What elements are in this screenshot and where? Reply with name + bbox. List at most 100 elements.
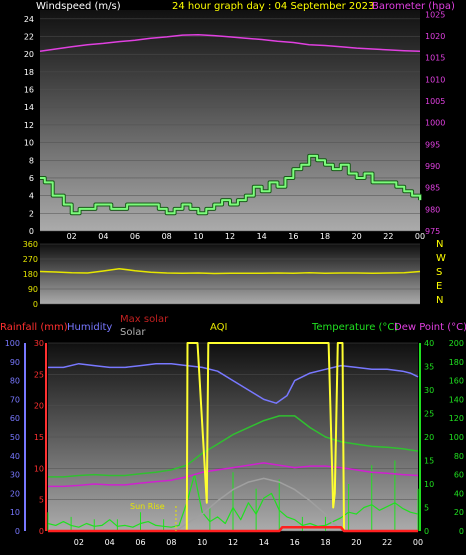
x-tick-label: 20	[351, 538, 361, 547]
direction-tick-label: 180	[23, 270, 38, 279]
direction-tick-label: 360	[23, 240, 38, 249]
wind-tick-label: 8	[29, 156, 34, 165]
rainfall-tick-label: 20	[34, 402, 44, 411]
humidity-tick-label: 30	[10, 471, 20, 480]
legend-temperature: Temperature (°C)	[311, 322, 398, 333]
temperature-tick-label: 40	[424, 339, 434, 348]
sun-rise-annotation: Sun Rise	[130, 502, 165, 511]
barometer-tick-label: 990	[425, 162, 440, 171]
wind-tick-label: 14	[24, 103, 34, 112]
x-tick-label: 18	[320, 538, 330, 547]
humidity-tick-label: 90	[10, 358, 20, 367]
x-tick-label: 08	[166, 538, 176, 547]
barometer-tick-label: 1010	[425, 75, 445, 84]
barometer-tick-label: 1000	[425, 119, 445, 128]
barometer-tick-label: 985	[425, 184, 440, 193]
humidity-tick-label: 50	[10, 433, 20, 442]
legend-humidity: Humidity	[67, 322, 112, 333]
x-tick-label: 06	[135, 538, 145, 547]
barometer-tick-label: 980	[425, 205, 440, 214]
chart-title: 24 hour graph day : 04 September 2023	[172, 1, 374, 12]
humidity-tick-label: 80	[10, 377, 20, 386]
x-tick-label: 12	[225, 232, 235, 241]
wind-direction-line	[39, 267, 421, 275]
wind-tick-label: 22	[24, 33, 34, 42]
compass-s-label: S	[436, 267, 442, 278]
barometer-axis-title: Barometer (hpa)	[372, 1, 455, 12]
compass-n-label: N	[436, 239, 443, 250]
x-tick-label: 18	[320, 232, 330, 241]
rainfall-tick-label: 0	[39, 527, 44, 536]
aqi-tick-label: 0	[459, 527, 464, 536]
humidity-tick-label: 20	[10, 489, 20, 498]
x-tick-label: 12	[228, 538, 238, 547]
max-solar-line	[175, 477, 345, 532]
humidity-line	[48, 362, 419, 404]
x-tick-label: 08	[162, 232, 172, 241]
aqi-tick-label: 40	[454, 489, 464, 498]
legend-aqi: AQI	[210, 322, 228, 333]
x-tick-label: 14	[257, 232, 267, 241]
barometer-tick-label: 1015	[425, 54, 445, 63]
x-tick-label: 02	[74, 538, 84, 547]
dew-point-line	[48, 462, 419, 488]
wind-panel	[40, 10, 420, 231]
x-tick-label: 00	[415, 232, 425, 241]
barometer-tick-label: 1005	[425, 97, 445, 106]
windspeed-axis-title: Windspeed (m/s)	[36, 1, 121, 12]
humidity-tick-label: 0	[15, 527, 20, 536]
x-tick-label: 10	[193, 232, 203, 241]
chart-marks: 0246810121416182022249759809859909951000…	[5, 10, 464, 547]
temperature-tick-label: 20	[424, 433, 434, 442]
barometer-tick-label: 1020	[425, 32, 445, 41]
rainfall-line	[48, 525, 418, 533]
wind-tick-label: 4	[29, 192, 34, 201]
temperature-line	[48, 415, 419, 478]
wind-tick-label: 0	[29, 227, 34, 236]
humidity-tick-label: 100	[5, 339, 20, 348]
wind-tick-label: 18	[24, 68, 34, 77]
temperature-tick-label: 35	[424, 363, 434, 372]
legend-rainfall: Rainfall (mm)	[0, 322, 68, 333]
x-tick-label: 02	[67, 232, 77, 241]
compass-e-label: E	[436, 281, 442, 292]
aqi-tick-label: 140	[449, 395, 464, 404]
x-tick-label: 06	[130, 232, 140, 241]
x-tick-label: 20	[352, 232, 362, 241]
solar-line	[48, 342, 418, 532]
x-tick-label: 00	[413, 538, 423, 547]
rainfall-tick-label: 30	[34, 339, 44, 348]
x-tick-label: 04	[98, 232, 108, 241]
temperature-tick-label: 5	[424, 504, 429, 513]
aqi-tick-label: 120	[449, 414, 464, 423]
barometer-line	[39, 33, 421, 52]
humidity-tick-label: 40	[10, 452, 20, 461]
x-tick-label: 22	[383, 232, 393, 241]
barometer-tick-label: 995	[425, 140, 440, 149]
wind-tick-label: 12	[24, 121, 34, 130]
aqi-tick-label: 60	[454, 471, 464, 480]
aqi-tick-label: 180	[449, 358, 464, 367]
legend-solar: Solar	[120, 327, 146, 338]
humidity-tick-label: 70	[10, 395, 20, 404]
x-tick-label: 22	[382, 538, 392, 547]
direction-tick-label: 0	[33, 300, 38, 309]
legend-max-solar: Max solar	[120, 314, 169, 325]
x-tick-label: 14	[259, 538, 269, 547]
temperature-tick-label: 0	[424, 527, 429, 536]
x-tick-label: 10	[197, 538, 207, 547]
barometer-tick-label: 975	[425, 227, 440, 236]
barometer-tick-label: 1025	[425, 10, 445, 19]
x-tick-label: 04	[105, 538, 115, 547]
x-tick-label: 16	[290, 538, 300, 547]
compass-n-label: N	[436, 295, 443, 306]
aqi-tick-label: 100	[449, 433, 464, 442]
humidity-tick-label: 10	[10, 508, 20, 517]
rainfall-tick-label: 15	[34, 433, 44, 442]
compass-w-label: W	[436, 253, 446, 264]
temperature-tick-label: 30	[424, 386, 434, 395]
aqi-tick-label: 160	[449, 377, 464, 386]
rainfall-tick-label: 25	[34, 370, 44, 379]
